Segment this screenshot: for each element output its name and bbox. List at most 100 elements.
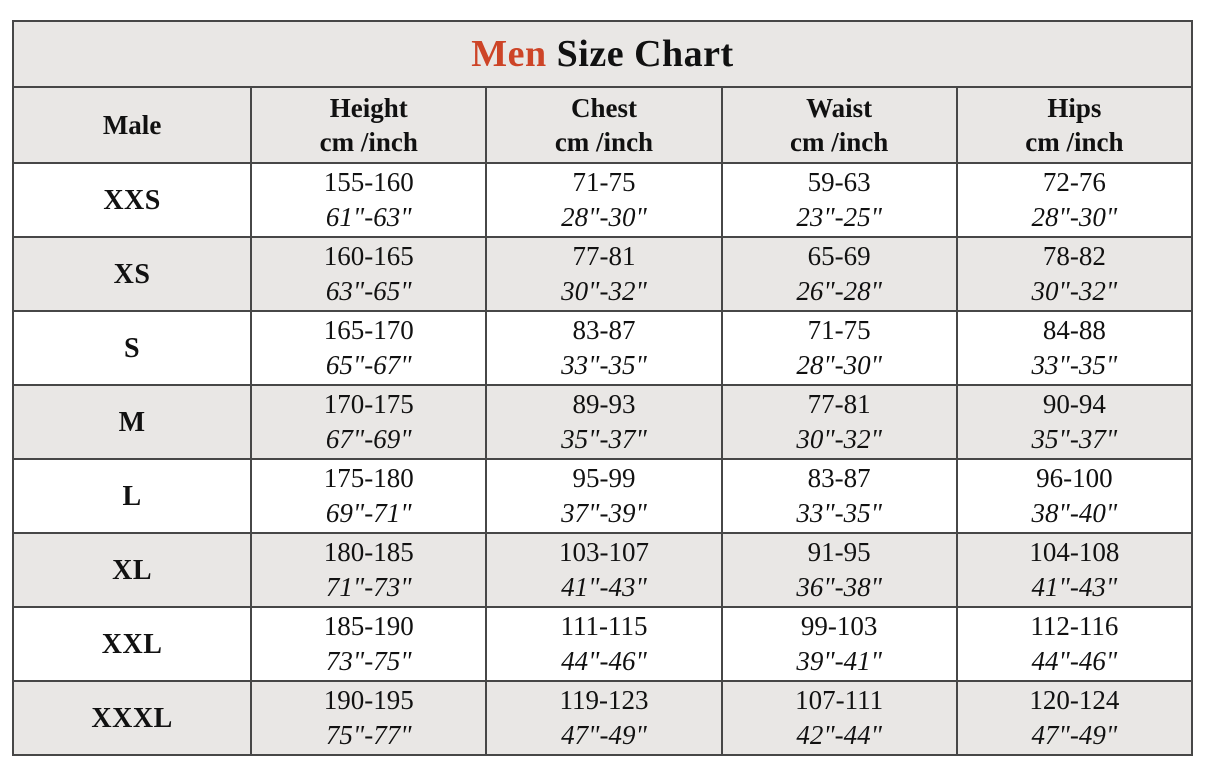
column-header-row: Male Height cm /inch Chest cm /inch Waist c… (11, 86, 1194, 164)
height-cell: 155-160 61"-63" (250, 162, 488, 238)
table-row: XS 160-165 63"-65" 77-81 30"-32" 65-69 2… (11, 236, 1194, 312)
column-header-waist: Waist cm /inch (720, 86, 958, 164)
hips-cm-value: 90-94 (1042, 389, 1106, 419)
chest-cm-value: 77-81 (572, 241, 636, 271)
column-unit-label: cm /inch (1025, 127, 1124, 157)
hips-cell: 120-124 47"-49" (955, 680, 1194, 756)
waist-inch-value: 33"-35" (796, 498, 882, 528)
height-inch-value: 67"-69" (325, 424, 412, 454)
chest-cm-value: 71-75 (572, 167, 636, 197)
waist-cell: 83-87 33"-35" (720, 458, 958, 534)
hips-cell: 96-100 38"-40" (955, 458, 1194, 534)
column-unit-label: cm /inch (790, 127, 889, 157)
waist-cm-value: 65-69 (807, 241, 871, 271)
chart-title: Men Size Chart (12, 20, 1193, 88)
size-label: XXS (11, 162, 253, 238)
chest-cell: 71-75 28"-30" (485, 162, 723, 238)
chest-cm-value: 111-115 (560, 611, 648, 641)
height-inch-value: 63"-65" (325, 276, 412, 306)
title-row: Men Size Chart (12, 20, 1193, 88)
height-cell: 160-165 63"-65" (250, 236, 488, 312)
chest-inch-value: 35"-37" (561, 424, 647, 454)
waist-inch-value: 42"-44" (796, 720, 882, 750)
table-row: M 170-175 67"-69" 89-93 35"-37" 77-81 30… (11, 384, 1194, 460)
height-cm-value: 170-175 (323, 389, 414, 419)
chest-inch-value: 37"-39" (561, 498, 647, 528)
column-label: Waist (806, 93, 873, 123)
hips-cell: 104-108 41"-43" (955, 532, 1194, 608)
chest-cm-value: 95-99 (572, 463, 636, 493)
waist-cm-value: 71-75 (807, 315, 871, 345)
hips-cm-value: 78-82 (1042, 241, 1106, 271)
hips-cm-value: 112-116 (1030, 611, 1119, 641)
waist-cell: 91-95 36"-38" (720, 532, 958, 608)
waist-cell: 77-81 30"-32" (720, 384, 958, 460)
hips-cell: 78-82 30"-32" (955, 236, 1194, 312)
size-label: XL (11, 532, 253, 608)
height-cm-value: 160-165 (323, 241, 414, 271)
height-cm-value: 180-185 (323, 537, 414, 567)
size-label: XS (11, 236, 253, 312)
waist-inch-value: 39"-41" (796, 646, 882, 676)
height-cell: 190-195 75"-77" (250, 680, 488, 756)
table-row: L 175-180 69"-71" 95-99 37"-39" 83-87 33… (11, 458, 1194, 534)
men-size-chart-table: Men Size Chart Male Height cm /inch Chest… (11, 20, 1194, 756)
hips-inch-value: 30"-32" (1031, 276, 1118, 306)
column-unit-label: cm /inch (319, 127, 418, 157)
size-label: L (11, 458, 253, 534)
waist-cm-value: 83-87 (807, 463, 871, 493)
hips-cell: 72-76 28"-30" (955, 162, 1194, 238)
height-cm-value: 190-195 (323, 685, 414, 715)
height-inch-value: 75"-77" (325, 720, 412, 750)
chest-cm-value: 119-123 (559, 685, 649, 715)
chest-cm-value: 103-107 (558, 537, 649, 567)
chart-title-rest: Size Chart (556, 33, 734, 75)
column-header-chest: Chest cm /inch (485, 86, 723, 164)
size-label: XXXL (11, 680, 253, 756)
column-header-hips: Hips cm /inch (955, 86, 1194, 164)
column-header-male: Male (11, 86, 253, 164)
chart-title-highlight: Men (471, 33, 547, 75)
waist-inch-value: 28"-30" (796, 350, 882, 380)
waist-cell: 107-111 42"-44" (720, 680, 958, 756)
height-inch-value: 65"-67" (325, 350, 412, 380)
hips-inch-value: 44"-46" (1031, 646, 1118, 676)
column-header-height: Height cm /inch (250, 86, 488, 164)
chest-cell: 77-81 30"-32" (485, 236, 723, 312)
chest-inch-value: 44"-46" (561, 646, 647, 676)
waist-inch-value: 36"-38" (796, 572, 882, 602)
size-label: S (11, 310, 253, 386)
waist-cm-value: 77-81 (807, 389, 871, 419)
height-cell: 170-175 67"-69" (250, 384, 488, 460)
hips-inch-value: 35"-37" (1031, 424, 1118, 454)
chest-cell: 83-87 33"-35" (485, 310, 723, 386)
height-cm-value: 175-180 (323, 463, 414, 493)
waist-cell: 65-69 26"-28" (720, 236, 958, 312)
hips-cm-value: 72-76 (1042, 167, 1106, 197)
waist-cm-value: 91-95 (807, 537, 871, 567)
size-label: XXL (11, 606, 253, 682)
height-cell: 175-180 69"-71" (250, 458, 488, 534)
hips-inch-value: 28"-30" (1031, 202, 1118, 232)
chest-cell: 95-99 37"-39" (485, 458, 723, 534)
hips-inch-value: 33"-35" (1031, 350, 1118, 380)
chest-cell: 103-107 41"-43" (485, 532, 723, 608)
chest-cm-value: 83-87 (572, 315, 636, 345)
hips-cm-value: 96-100 (1036, 463, 1113, 493)
size-table-body: XXS 155-160 61"-63" 71-75 28"-30" 59-63 … (11, 162, 1194, 756)
height-inch-value: 73"-75" (325, 646, 412, 676)
chest-inch-value: 30"-32" (561, 276, 647, 306)
chest-inch-value: 28"-30" (561, 202, 647, 232)
waist-cell: 59-63 23"-25" (720, 162, 958, 238)
hips-cell: 90-94 35"-37" (955, 384, 1194, 460)
chest-cell: 111-115 44"-46" (485, 606, 723, 682)
hips-cm-value: 120-124 (1029, 685, 1120, 715)
height-inch-value: 69"-71" (325, 498, 412, 528)
chest-inch-value: 41"-43" (561, 572, 647, 602)
column-unit-label: cm /inch (554, 127, 654, 157)
column-label: Male (102, 110, 162, 140)
waist-cell: 99-103 39"-41" (720, 606, 958, 682)
column-label: Chest (570, 93, 637, 123)
table-row: XXL 185-190 73"-75" 111-115 44"-46" 99-1… (11, 606, 1194, 682)
chest-cell: 89-93 35"-37" (485, 384, 723, 460)
